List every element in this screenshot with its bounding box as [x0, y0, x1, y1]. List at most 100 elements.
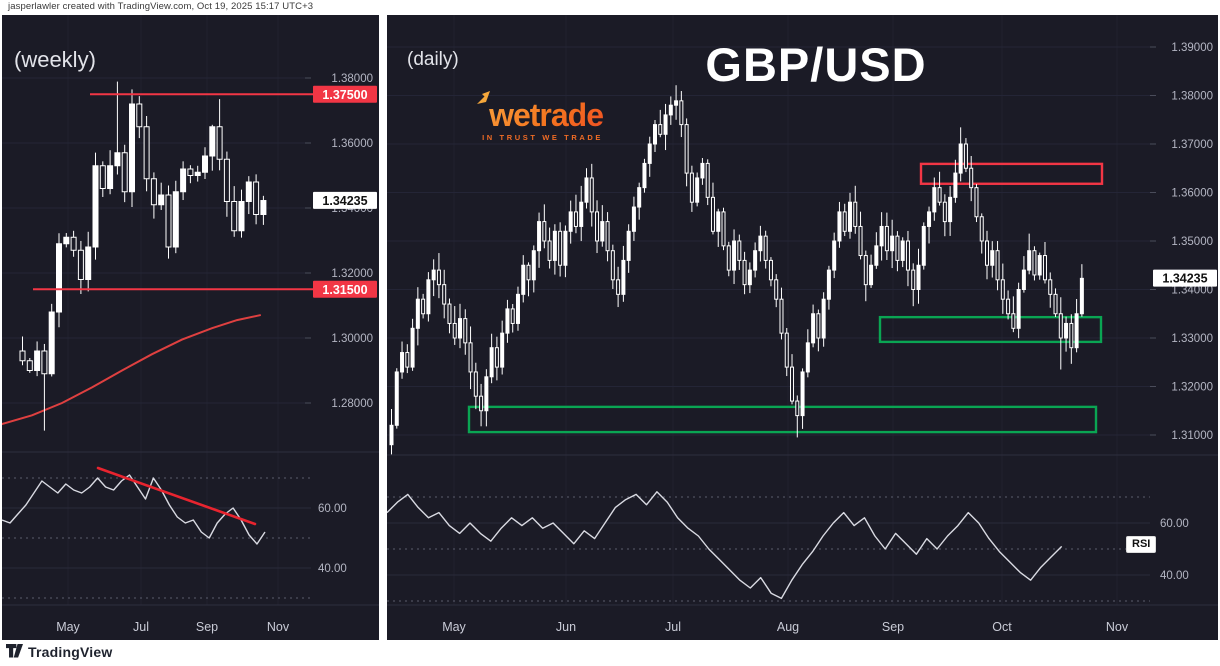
candle-up [394, 371, 399, 426]
candle-up [415, 298, 420, 329]
candle-up [637, 187, 642, 208]
candle-down [737, 240, 742, 261]
month-axis-label: Nov [267, 620, 290, 634]
month-axis-label: Jul [665, 620, 681, 634]
candle-down [463, 318, 468, 344]
candle-up [674, 100, 679, 106]
candle-down [143, 126, 150, 180]
candle-down [1048, 279, 1053, 295]
daily-pane-label: (daily) [407, 49, 459, 70]
last-price-label-box [313, 191, 377, 209]
candle-down [136, 103, 143, 128]
candle-up [811, 313, 816, 344]
candle-down [974, 187, 979, 218]
candle-up [732, 240, 737, 271]
candle-up [1016, 289, 1021, 329]
candle-down [558, 230, 563, 266]
resistance-zone-box [919, 162, 1104, 185]
candle-down [705, 162, 710, 198]
candle-down [41, 350, 48, 375]
candle-down [1053, 293, 1058, 315]
candle-down [1006, 298, 1011, 315]
candle-down [447, 303, 452, 324]
rsi-axis-label: 60.00 [1160, 518, 1189, 530]
month-axis-label: Jul [133, 620, 149, 634]
candle-down [721, 211, 726, 247]
candle-down [911, 269, 916, 291]
weekly-chart-canvas: 1.380001.360001.340001.320001.300001.280… [2, 15, 379, 634]
price-axis-label: 1.39000 [1171, 42, 1213, 54]
candle-up [990, 250, 995, 266]
candle-up [653, 124, 657, 145]
rsi-axis-label: 60.00 [318, 503, 347, 515]
candle-up [890, 235, 895, 252]
candle-down [610, 250, 615, 281]
candle-up [716, 211, 721, 232]
candle-down [216, 126, 223, 160]
candle-down [979, 216, 984, 242]
candle-down [231, 201, 238, 232]
candle-up [172, 191, 179, 248]
candle-up [1027, 250, 1032, 271]
candle-down [121, 152, 128, 193]
price-axis-label: 1.33000 [1171, 333, 1213, 345]
candle-up [563, 230, 568, 266]
candle-up [584, 177, 589, 203]
weekly-chart-panel: (weekly) 1.38000 1.36000 1.34000 1.32000 1.3… [2, 15, 379, 640]
candle-up [56, 243, 62, 313]
candle-up [647, 143, 652, 164]
support-zone-box-upper [878, 315, 1103, 344]
month-axis-label: Oct [992, 620, 1012, 634]
credit-line: jasperlawler created with TradingView.co… [8, 1, 314, 12]
candle-down [165, 194, 172, 248]
month-axis-label: May [442, 620, 466, 634]
rsi-trendline [96, 466, 257, 526]
candle-down [494, 347, 499, 368]
candle-down [405, 352, 410, 368]
candle-down [473, 371, 478, 397]
candle-up [180, 168, 187, 193]
candle-up [552, 230, 557, 261]
candle-up [600, 221, 605, 242]
month-axis-label: Nov [1106, 620, 1129, 634]
candle-down [689, 172, 694, 203]
support-zone-box-lower [467, 405, 1098, 434]
candle-up [389, 424, 394, 446]
rsi-line [387, 491, 1063, 600]
candle-up [158, 194, 165, 206]
candle-up [758, 235, 763, 252]
candle-up [489, 347, 494, 378]
candle-up [642, 162, 647, 189]
candle-up [837, 211, 842, 242]
candle-up [948, 196, 953, 223]
candle-down [895, 235, 900, 261]
candle-up [832, 240, 837, 271]
candle-up [92, 165, 99, 248]
candle-down [187, 168, 194, 176]
candle-up [579, 201, 584, 227]
candle-down [77, 249, 84, 280]
tradingview-logo [6, 643, 23, 658]
candle-up [631, 206, 636, 232]
price-axis-label: 1.34000 [1171, 285, 1213, 297]
candle-up [847, 201, 852, 232]
candle-down [842, 211, 847, 232]
candle-up [484, 376, 489, 412]
price-axis-label: 1.36000 [1171, 188, 1213, 200]
candle-up [663, 114, 668, 135]
price-axis-label: 1.38000 [1171, 91, 1213, 103]
candle-up [900, 240, 905, 261]
candle-down [763, 235, 768, 261]
month-axis-label: Jun [556, 620, 576, 634]
candle-up [1021, 269, 1026, 291]
price-axis-label: 1.31000 [1171, 430, 1213, 442]
candle-down [768, 259, 773, 281]
moving-average-line [2, 314, 261, 426]
level-price-label: 1.37500 [322, 88, 367, 102]
candle-down [726, 245, 731, 271]
candle-up [63, 236, 70, 245]
month-axis-label: Sep [196, 620, 218, 634]
candle-up [521, 264, 526, 295]
rsi-axis-label: 40.00 [1160, 570, 1189, 582]
